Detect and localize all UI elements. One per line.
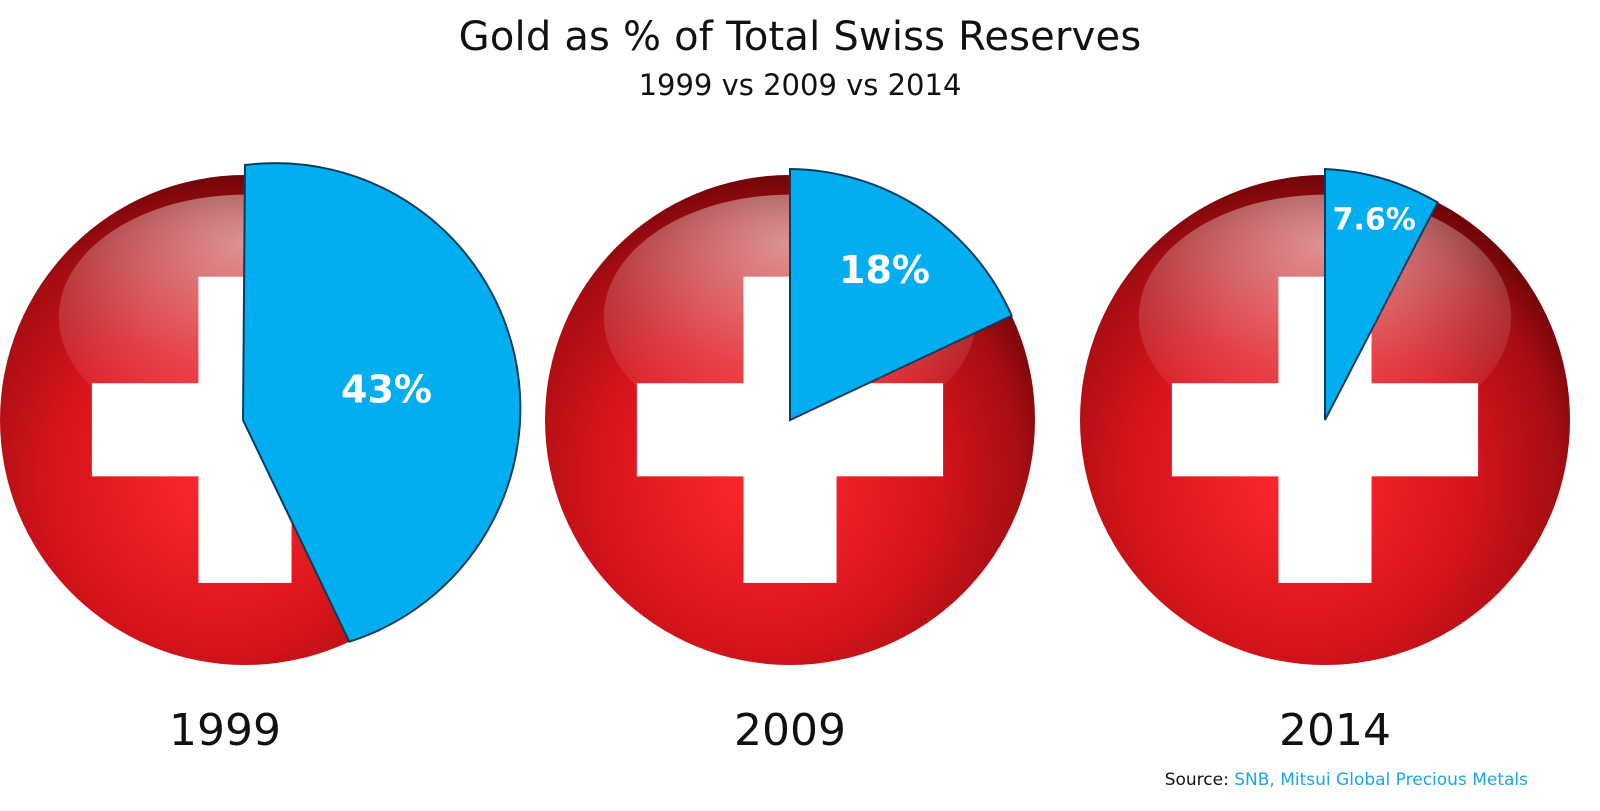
- source-prefix: Source:: [1164, 770, 1229, 790]
- pie-2009: 18% 2009: [545, 167, 1035, 756]
- slice-value-label-1999: 43%: [341, 368, 432, 412]
- pie-1999: 43% 1999: [0, 162, 522, 756]
- pie-slice-2014[interactable]: [1324, 167, 1439, 421]
- slice-value-label-2009: 18%: [839, 248, 930, 292]
- slice-value-label-2014: 7.6%: [1333, 203, 1416, 238]
- category-label-2014: 2014: [1279, 705, 1391, 756]
- chart-title: Gold as % of Total Swiss Reserves: [458, 14, 1142, 60]
- source-link[interactable]: SNB, Mitsui Global Precious Metals: [1234, 770, 1528, 790]
- source-note: Source: SNB, Mitsui Global Precious Meta…: [1165, 770, 1528, 790]
- category-label-2009: 2009: [734, 705, 846, 756]
- pie-slice-2009[interactable]: [789, 167, 1013, 422]
- chart-subtitle: 1999 vs 2009 vs 2014: [638, 68, 962, 102]
- pie-2014: 7.6% 2014: [1080, 167, 1570, 756]
- category-label-1999: 1999: [169, 705, 281, 756]
- pie-slice-1999[interactable]: [241, 162, 522, 643]
